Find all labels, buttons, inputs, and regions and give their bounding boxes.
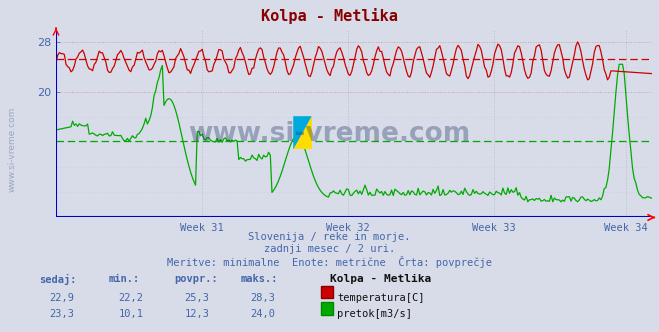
Text: 12,3: 12,3 xyxy=(185,309,210,319)
Text: zadnji mesec / 2 uri.: zadnji mesec / 2 uri. xyxy=(264,244,395,254)
Text: povpr.:: povpr.: xyxy=(175,274,218,284)
Text: min.:: min.: xyxy=(109,274,140,284)
Text: 22,9: 22,9 xyxy=(49,293,74,303)
Polygon shape xyxy=(293,116,312,149)
Text: 24,0: 24,0 xyxy=(250,309,275,319)
Text: 25,3: 25,3 xyxy=(185,293,210,303)
Text: www.si-vreme.com: www.si-vreme.com xyxy=(8,107,17,192)
Text: 10,1: 10,1 xyxy=(119,309,144,319)
Text: temperatura[C]: temperatura[C] xyxy=(337,293,425,303)
Text: Kolpa - Metlika: Kolpa - Metlika xyxy=(261,8,398,24)
Text: www.si-vreme.com: www.si-vreme.com xyxy=(188,122,471,147)
Text: maks.:: maks.: xyxy=(241,274,278,284)
Text: 22,2: 22,2 xyxy=(119,293,144,303)
Text: Kolpa - Metlika: Kolpa - Metlika xyxy=(330,274,431,284)
Polygon shape xyxy=(293,116,312,149)
Text: 23,3: 23,3 xyxy=(49,309,74,319)
Text: sedaj:: sedaj: xyxy=(40,274,77,285)
Text: Week 31: Week 31 xyxy=(181,223,224,233)
Text: 28,3: 28,3 xyxy=(250,293,275,303)
Text: Week 33: Week 33 xyxy=(473,223,516,233)
Text: Week 34: Week 34 xyxy=(604,223,647,233)
Text: Meritve: minimalne  Enote: metrične  Črta: povprečje: Meritve: minimalne Enote: metrične Črta:… xyxy=(167,256,492,268)
Text: Slovenija / reke in morje.: Slovenija / reke in morje. xyxy=(248,232,411,242)
Text: pretok[m3/s]: pretok[m3/s] xyxy=(337,309,413,319)
Text: Week 32: Week 32 xyxy=(326,223,370,233)
